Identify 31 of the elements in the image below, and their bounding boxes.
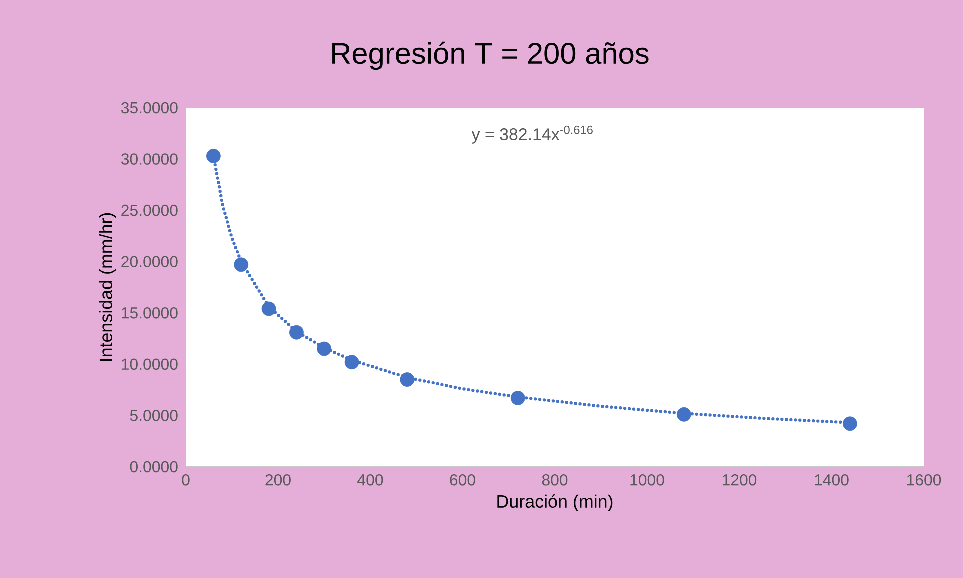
x-tick-label: 0 xyxy=(182,474,190,486)
y-tick-label: 10.0000 xyxy=(122,358,178,370)
y-tick-label: 25.0000 xyxy=(122,204,178,216)
point xyxy=(510,391,526,406)
x-tick-label: 1200 xyxy=(723,474,757,486)
chart-title: Regresión T = 200 años xyxy=(332,42,649,70)
point xyxy=(344,355,360,370)
y-tick-label: 20.0000 xyxy=(122,256,178,268)
y-tick-label: 35.0000 xyxy=(121,102,178,114)
point xyxy=(206,148,221,164)
y-tick-label: 15.0000 xyxy=(122,307,178,319)
x-tick-label: 600 xyxy=(450,474,476,486)
x-tick-label: 400 xyxy=(358,474,384,486)
y-tick-label: 30.0000 xyxy=(121,154,178,165)
x-tick-label: 1600 xyxy=(908,474,942,486)
point xyxy=(317,342,332,356)
y-tick-label: 0.0000 xyxy=(130,461,178,473)
annotation: y = 382.14x$^{-0.616}$ xyxy=(472,126,593,144)
point xyxy=(676,407,692,422)
x-axis-title: Duración (min) xyxy=(498,494,613,512)
x-tick-label: 1000 xyxy=(630,474,664,486)
y-tick-label: 5.0000 xyxy=(130,410,178,422)
point xyxy=(234,258,249,272)
x-tick-label: 1400 xyxy=(815,474,849,486)
point xyxy=(290,325,304,340)
y-axis-title: Intensidad (mm/hr) xyxy=(99,213,116,362)
point xyxy=(843,416,858,432)
point xyxy=(262,302,276,316)
x-tick-label: 200 xyxy=(266,474,291,486)
point xyxy=(400,372,415,387)
x-tick-label: 800 xyxy=(542,474,568,486)
